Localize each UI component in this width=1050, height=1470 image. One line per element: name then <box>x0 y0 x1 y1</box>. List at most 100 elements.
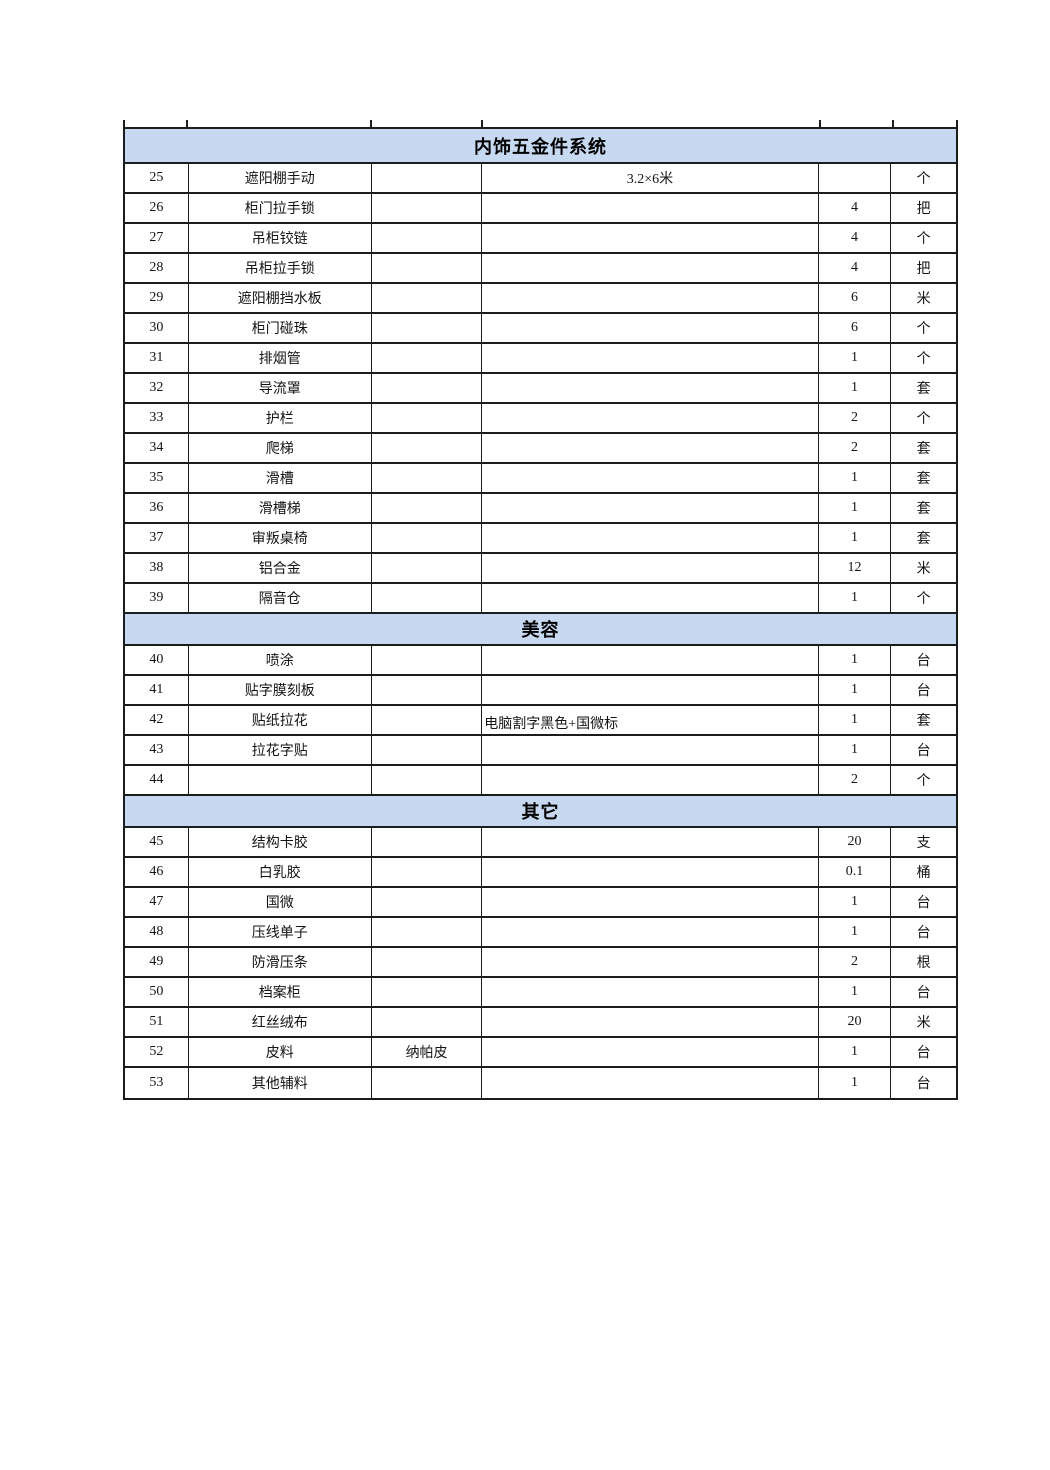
table-cell-name: 遮阳棚挡水板 <box>188 284 372 314</box>
table-cell-unit: 根 <box>891 948 957 978</box>
table-cell-desc <box>482 434 819 464</box>
table-cell-qty: 6 <box>818 284 892 314</box>
table-cell-name: 排烟管 <box>188 344 372 374</box>
table-cell-desc <box>482 344 819 374</box>
table-top-stub <box>956 120 958 127</box>
table-cell-spec <box>371 858 483 888</box>
table-cell-name: 吊柜铰链 <box>188 224 372 254</box>
table-cell-spec <box>371 948 483 978</box>
table-cell-no: 33 <box>125 404 189 434</box>
table-row: 40 喷涂 1 台 <box>125 646 957 676</box>
table-cell-name: 爬梯 <box>188 434 372 464</box>
table-row: 42 贴纸拉花 电脑割字黑色+国微标 1 套 <box>125 706 956 736</box>
table-cell-name: 遮阳棚手动 <box>188 164 372 194</box>
table-cell-unit: 台 <box>891 888 957 918</box>
table-cell-spec <box>371 918 483 948</box>
table-cell-unit: 台 <box>891 978 957 1008</box>
table-cell-spec <box>371 736 483 766</box>
table-cell-qty: 20 <box>818 1008 892 1038</box>
table-cell-name: 防滑压条 <box>188 948 372 978</box>
table-cell-unit: 套 <box>891 434 957 464</box>
table-cell-no: 48 <box>125 918 189 948</box>
table-cell-no: 53 <box>125 1068 189 1098</box>
table-cell-no: 43 <box>125 736 189 766</box>
table-cell-desc <box>482 676 819 706</box>
table-cell-qty: 6 <box>818 314 892 344</box>
table-cell-name: 滑槽梯 <box>188 494 372 524</box>
table-cell-unit: 个 <box>891 404 957 434</box>
table-cell-name: 结构卡胶 <box>188 828 372 858</box>
table-cell-desc: 3.2×6米 <box>482 164 819 194</box>
table-cell-desc <box>482 888 819 918</box>
table-cell-no: 29 <box>125 284 189 314</box>
table-cell-desc <box>482 766 819 796</box>
table-cell-spec <box>371 888 483 918</box>
table-top-stub <box>819 120 821 127</box>
table-cell-spec <box>371 374 483 404</box>
table-cell-spec <box>371 314 483 344</box>
table-cell-name: 国微 <box>188 888 372 918</box>
table-cell-qty: 4 <box>818 224 892 254</box>
table-cell-qty: 1 <box>818 646 892 676</box>
table-cell-qty: 1 <box>818 524 892 554</box>
table-cell-name: 滑槽 <box>188 464 372 494</box>
table-row: 50 档案柜 1 台 <box>125 978 957 1008</box>
table-row: 30 柜门碰珠 6 个 <box>125 314 957 344</box>
table-cell-desc <box>482 254 819 284</box>
table-cell-qty: 1 <box>818 344 892 374</box>
table-cell-no: 39 <box>125 584 189 614</box>
table-cell-qty: 2 <box>818 766 892 796</box>
table-cell-desc <box>482 1068 819 1098</box>
table-cell-spec <box>371 284 483 314</box>
section-header-row: 美容 <box>125 614 956 646</box>
table-cell-spec <box>371 224 483 254</box>
table-row: 29 遮阳棚挡水板 6 米 <box>125 284 957 314</box>
table-cell-no: 34 <box>125 434 189 464</box>
table-cell-desc <box>482 524 819 554</box>
table-row: 48 压线单子 1 台 <box>125 918 957 948</box>
table-cell-name: 贴纸拉花 <box>188 706 372 736</box>
table-cell-name: 压线单子 <box>188 918 372 948</box>
table-cell-qty: 1 <box>818 888 892 918</box>
table-row: 46 白乳胶 0.1 桶 <box>125 858 957 888</box>
table-cell-spec <box>371 584 483 614</box>
table-cell-name: 拉花字贴 <box>188 736 372 766</box>
table-cell-spec <box>371 494 483 524</box>
table-cell-no: 51 <box>125 1008 189 1038</box>
table-row: 44 2 个 <box>125 766 957 796</box>
table-cell-qty: 2 <box>818 434 892 464</box>
table-cell-spec <box>371 524 483 554</box>
table-cell-qty: 1 <box>819 1068 892 1098</box>
table-cell-name <box>188 766 372 796</box>
table-cell-desc <box>482 554 819 584</box>
table-row: 51 红丝绒布 20 米 <box>125 1008 957 1038</box>
table-cell-unit: 个 <box>891 314 957 344</box>
table-cell-qty: 0.1 <box>818 858 892 888</box>
table-cell-unit: 台 <box>891 676 957 706</box>
table-row: 43 拉花字贴 1 台 <box>125 736 957 766</box>
table-row: 53 其他辅料 1 台 <box>125 1068 956 1098</box>
table-row: 32 导流罩 1 套 <box>125 374 957 404</box>
table-cell-name: 审叛桌椅 <box>188 524 372 554</box>
table-cell-qty: 1 <box>818 1038 892 1068</box>
section-header-row: 内饰五金件系统 <box>125 129 956 164</box>
table-top-stub <box>481 120 483 127</box>
table-cell-qty: 2 <box>818 948 892 978</box>
table-cell-spec <box>371 554 483 584</box>
table-cell-spec <box>371 1008 483 1038</box>
table-cell-unit: 套 <box>891 524 957 554</box>
table-cell-no: 47 <box>125 888 189 918</box>
table-cell-name: 柜门碰珠 <box>188 314 372 344</box>
table-cell-desc <box>482 314 819 344</box>
table-cell-no: 28 <box>125 254 189 284</box>
table-cell-qty: 4 <box>818 194 892 224</box>
table-cell-desc <box>482 948 819 978</box>
table-cell-no: 45 <box>125 828 189 858</box>
table-cell-no: 46 <box>125 858 189 888</box>
table-top-stub <box>892 120 894 127</box>
table-cell-name: 红丝绒布 <box>188 1008 372 1038</box>
table-cell-no: 25 <box>125 164 189 194</box>
table-cell-spec <box>371 828 483 858</box>
table-cell-unit: 套 <box>891 374 957 404</box>
